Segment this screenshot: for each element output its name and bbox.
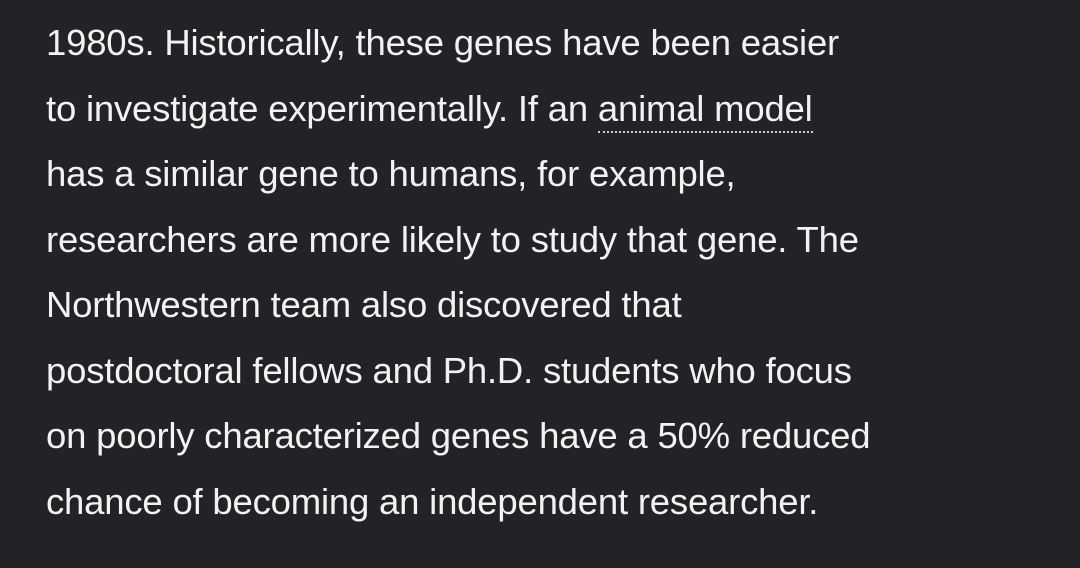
text-line-2: to investigate experimentally. If an ani… [46, 76, 1066, 142]
text-line-2-start: to investigate experimentally. If an [46, 87, 598, 129]
text-line-4: researchers are more likely to study tha… [46, 218, 859, 260]
text-line-5: Northwestern team also discovered that [46, 284, 682, 325]
text-line-8: chance of becoming an independent resear… [46, 480, 819, 522]
article-text: 1980s. Historically, these genes have be… [46, 10, 1066, 534]
text-line-7: on poorly characterized genes have a 50%… [46, 415, 871, 456]
text-line-3: has a similar gene to humans, for exampl… [46, 153, 736, 194]
animal-model-link[interactable]: animal model [597, 87, 813, 133]
text-line-6: postdoctoral fellows and Ph.D. students … [46, 349, 852, 391]
text-line-1: 1980s. Historically, these genes have be… [46, 22, 840, 63]
